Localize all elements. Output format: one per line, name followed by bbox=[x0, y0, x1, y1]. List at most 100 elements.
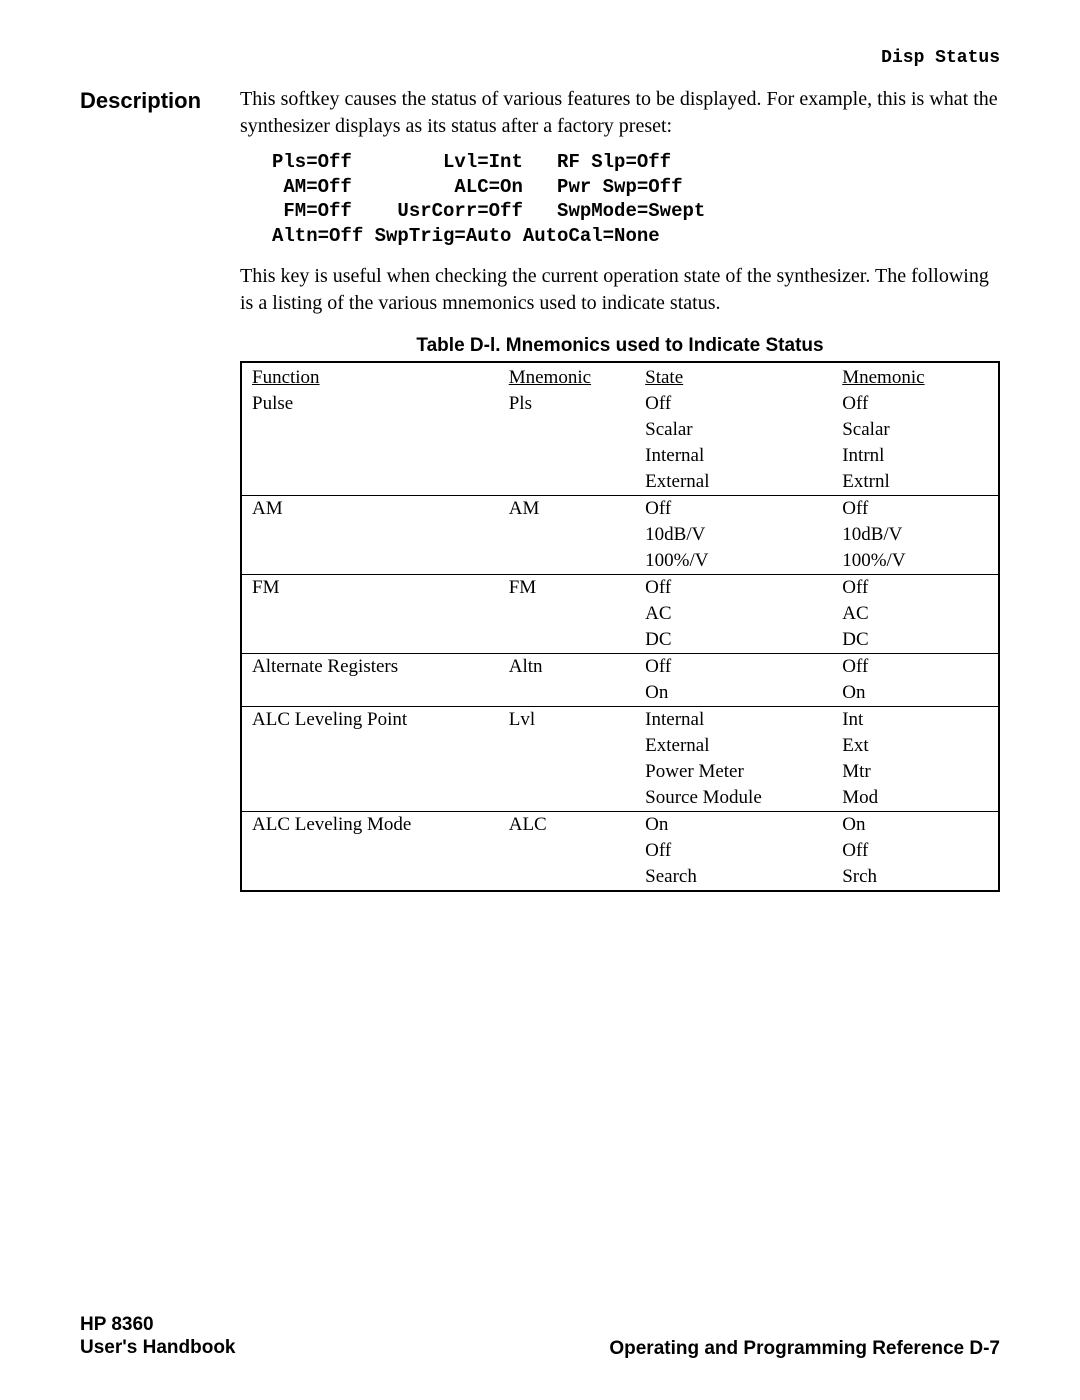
table-row: OffOff bbox=[241, 838, 999, 864]
table-row: SearchSrch bbox=[241, 864, 999, 891]
cell-mnemonic-1 bbox=[499, 522, 635, 548]
para1-softkey: softkey bbox=[281, 88, 340, 110]
table-row: PulsePlsOffOff bbox=[241, 391, 999, 417]
cell-mnemonic-1 bbox=[499, 759, 635, 785]
cell-function bbox=[241, 733, 499, 759]
cell-function: ALC Leveling Mode bbox=[241, 811, 499, 838]
cell-function bbox=[241, 838, 499, 864]
cell-state: Off bbox=[635, 653, 832, 680]
cell-mnemonic-1 bbox=[499, 601, 635, 627]
cell-mnemonic-2: Off bbox=[832, 391, 999, 417]
cell-function bbox=[241, 759, 499, 785]
para1-text-a: This bbox=[240, 88, 281, 110]
th-mnemonic-1: Mnemonic bbox=[499, 362, 635, 391]
cell-mnemonic-2: Off bbox=[832, 838, 999, 864]
table-row: Alternate RegistersAltnOffOff bbox=[241, 653, 999, 680]
table-row: Power MeterMtr bbox=[241, 759, 999, 785]
mnemonics-table: Function Mnemonic State Mnemonic PulsePl… bbox=[240, 361, 1000, 892]
cell-state: DC bbox=[635, 627, 832, 654]
cell-mnemonic-2: Mtr bbox=[832, 759, 999, 785]
cell-mnemonic-2: On bbox=[832, 680, 999, 707]
cell-state: Internal bbox=[635, 443, 832, 469]
cell-state: Internal bbox=[635, 706, 832, 733]
cell-function: ALC Leveling Point bbox=[241, 706, 499, 733]
cell-mnemonic-2: Intrnl bbox=[832, 443, 999, 469]
cell-state: Off bbox=[635, 495, 832, 522]
cell-function bbox=[241, 785, 499, 812]
cell-function bbox=[241, 864, 499, 891]
cell-mnemonic-2: On bbox=[832, 811, 999, 838]
cell-mnemonic-1 bbox=[499, 733, 635, 759]
cell-function bbox=[241, 680, 499, 707]
page-header-right: Disp Status bbox=[80, 48, 1000, 68]
cell-state: Power Meter bbox=[635, 759, 832, 785]
table-row: ALC Leveling PointLvlInternalInt bbox=[241, 706, 999, 733]
cell-function bbox=[241, 601, 499, 627]
table-row: ExternalExtrnl bbox=[241, 469, 999, 496]
cell-mnemonic-2: Scalar bbox=[832, 417, 999, 443]
cell-mnemonic-1 bbox=[499, 469, 635, 496]
cell-function: Pulse bbox=[241, 391, 499, 417]
cell-mnemonic-2: Mod bbox=[832, 785, 999, 812]
cell-function bbox=[241, 417, 499, 443]
cell-state: Scalar bbox=[635, 417, 832, 443]
cell-state: 100%/V bbox=[635, 548, 832, 575]
table-row: DCDC bbox=[241, 627, 999, 654]
footer-right-page: D-7 bbox=[969, 1338, 1000, 1359]
cell-function: FM bbox=[241, 574, 499, 601]
cell-state: On bbox=[635, 680, 832, 707]
cell-mnemonic-2: Off bbox=[832, 495, 999, 522]
cell-mnemonic-1: Pls bbox=[499, 391, 635, 417]
cell-function bbox=[241, 522, 499, 548]
cell-mnemonic-2: AC bbox=[832, 601, 999, 627]
table-header-row: Function Mnemonic State Mnemonic bbox=[241, 362, 999, 391]
table-row: ALC Leveling ModeALCOnOn bbox=[241, 811, 999, 838]
table-row: ACAC bbox=[241, 601, 999, 627]
table-caption: Table D-l. Mnemonics used to Indicate St… bbox=[240, 335, 1000, 357]
cell-mnemonic-1 bbox=[499, 838, 635, 864]
cell-function: AM bbox=[241, 495, 499, 522]
footer-right-text: Operating and Programming Reference bbox=[609, 1338, 969, 1359]
cell-state: Off bbox=[635, 574, 832, 601]
cell-function bbox=[241, 469, 499, 496]
table-row: 100%/V100%/V bbox=[241, 548, 999, 575]
cell-mnemonic-1: Altn bbox=[499, 653, 635, 680]
cell-mnemonic-1: Lvl bbox=[499, 706, 635, 733]
section-label-description: Description bbox=[80, 86, 240, 114]
cell-state: AC bbox=[635, 601, 832, 627]
table-row: 10dB/V10dB/V bbox=[241, 522, 999, 548]
cell-state: Search bbox=[635, 864, 832, 891]
cell-function: Alternate Registers bbox=[241, 653, 499, 680]
cell-mnemonic-2: DC bbox=[832, 627, 999, 654]
cell-mnemonic-1: FM bbox=[499, 574, 635, 601]
cell-mnemonic-2: 100%/V bbox=[832, 548, 999, 575]
cell-mnemonic-2: Int bbox=[832, 706, 999, 733]
cell-mnemonic-1 bbox=[499, 785, 635, 812]
cell-mnemonic-2: Extrnl bbox=[832, 469, 999, 496]
table-row: ScalarScalar bbox=[241, 417, 999, 443]
cell-mnemonic-1 bbox=[499, 417, 635, 443]
cell-state: External bbox=[635, 733, 832, 759]
cell-mnemonic-2: Off bbox=[832, 653, 999, 680]
cell-state: 10dB/V bbox=[635, 522, 832, 548]
cell-mnemonic-2: 10dB/V bbox=[832, 522, 999, 548]
table-row: AMAMOffOff bbox=[241, 495, 999, 522]
table-row: ExternalExt bbox=[241, 733, 999, 759]
cell-mnemonic-1 bbox=[499, 627, 635, 654]
cell-state: On bbox=[635, 811, 832, 838]
cell-function bbox=[241, 548, 499, 575]
cell-mnemonic-1 bbox=[499, 443, 635, 469]
cell-mnemonic-1 bbox=[499, 864, 635, 891]
cell-function bbox=[241, 627, 499, 654]
cell-state: External bbox=[635, 469, 832, 496]
cell-state: Off bbox=[635, 391, 832, 417]
th-function: Function bbox=[241, 362, 499, 391]
footer-left-line2: User's Handbook bbox=[80, 1337, 236, 1358]
cell-mnemonic-1: ALC bbox=[499, 811, 635, 838]
table-row: FMFMOffOff bbox=[241, 574, 999, 601]
cell-mnemonic-2: Off bbox=[832, 574, 999, 601]
th-state: State bbox=[635, 362, 832, 391]
status-monospace-block: Pls=Off Lvl=Int RF Slp=Off AM=Off ALC=On… bbox=[272, 150, 1000, 249]
cell-mnemonic-1: AM bbox=[499, 495, 635, 522]
cell-function bbox=[241, 443, 499, 469]
